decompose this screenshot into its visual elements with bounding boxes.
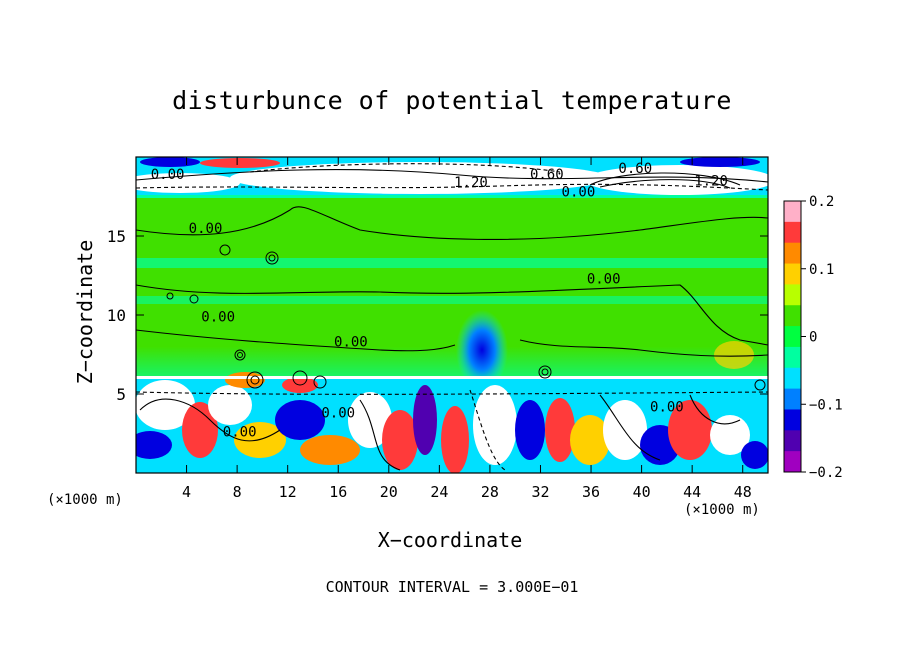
colorbar-swatch bbox=[784, 326, 801, 348]
y-axis-label: Z−coordinate bbox=[73, 239, 97, 385]
heatmap-field bbox=[136, 157, 768, 473]
contour-label: 0.00 bbox=[201, 309, 235, 325]
x-unit-left: (×1000 m) bbox=[47, 492, 123, 508]
contour-label: 0.00 bbox=[650, 399, 684, 415]
colorbar-tick-label: 0 bbox=[809, 330, 817, 346]
colorbar-swatch bbox=[784, 221, 801, 244]
contour-interval-label: CONTOUR INTERVAL = 3.000E−01 bbox=[325, 578, 579, 596]
colorbar-swatch bbox=[784, 201, 801, 223]
colorbar-swatch bbox=[784, 367, 801, 390]
colorbar-swatch bbox=[784, 242, 801, 265]
contour-label: 0.00 bbox=[562, 185, 596, 201]
field-band-14 bbox=[136, 258, 768, 268]
field-top-red-left bbox=[200, 158, 280, 168]
colorbar-swatch bbox=[784, 430, 801, 452]
contour-knots bbox=[166, 244, 766, 391]
colorbar-swatch bbox=[784, 409, 801, 431]
y-tick-label: 5 bbox=[116, 385, 126, 404]
x-tick-label: 40 bbox=[633, 483, 651, 501]
contour-label: 0.60 bbox=[618, 161, 652, 177]
colorbar-swatch bbox=[784, 305, 801, 327]
x-axis-label: X−coordinate bbox=[377, 528, 523, 552]
page-title: disturbunce of potential temperature bbox=[172, 86, 732, 115]
field-inversion-line bbox=[136, 376, 768, 379]
field-yellow-patch bbox=[714, 341, 754, 369]
colorbar-swatch bbox=[784, 284, 801, 306]
colorbar-tick-label: −0.1 bbox=[809, 397, 843, 413]
colorbar: 0.2 0.1 0 −0.1 −0.2 bbox=[783, 194, 843, 481]
contour-label: 1.20 bbox=[694, 173, 728, 189]
x-tick-label: 32 bbox=[531, 483, 549, 501]
contour-label: 0.00 bbox=[223, 425, 257, 441]
y-tick-label: 10 bbox=[107, 306, 126, 325]
x-axis-ticks: 4 8 12 16 20 24 28 32 36 40 44 48 bbox=[182, 157, 752, 501]
x-tick-label: 20 bbox=[380, 483, 398, 501]
field-top-blue-left bbox=[140, 157, 200, 167]
field-lower-blobs bbox=[136, 372, 768, 473]
contour-label: 0.00 bbox=[334, 335, 368, 351]
contour-label-layer: 0.00 1.20 0.60 0.60 1.20 0.00 0.00 0.00 0.00 0.00… bbox=[151, 161, 728, 441]
colorbar-tick-label: 0.2 bbox=[809, 194, 834, 210]
contour-lines bbox=[136, 163, 768, 471]
x-tick-label: 44 bbox=[683, 483, 701, 501]
x-tick-label: 48 bbox=[734, 483, 752, 501]
field-blue-plume bbox=[456, 310, 508, 390]
x-tick-label: 16 bbox=[329, 483, 347, 501]
colorbar-swatch bbox=[784, 346, 801, 369]
field-top-blue-right bbox=[680, 157, 760, 167]
x-tick-label: 24 bbox=[430, 483, 448, 501]
colorbar-swatch bbox=[784, 388, 801, 410]
contour-label: 0.00 bbox=[321, 406, 355, 422]
colorbar-swatch bbox=[784, 263, 801, 285]
x-tick-label: 36 bbox=[582, 483, 600, 501]
x-tick-label: 28 bbox=[481, 483, 499, 501]
colorbar-tick-label: −0.2 bbox=[809, 465, 843, 481]
x-tick-label: 8 bbox=[233, 483, 242, 501]
contour-label: 0.00 bbox=[587, 271, 621, 287]
x-unit-right: (×1000 m) bbox=[684, 502, 760, 518]
field-tropopause-line bbox=[136, 195, 768, 198]
y-tick-label: 15 bbox=[107, 227, 126, 246]
x-tick-label: 12 bbox=[279, 483, 297, 501]
field-band-10 bbox=[136, 296, 768, 304]
contour-label: 0.00 bbox=[189, 221, 223, 237]
x-tick-label: 4 bbox=[182, 483, 191, 501]
contour-label: 1.20 bbox=[454, 175, 488, 191]
contour-label: 0.60 bbox=[530, 167, 564, 183]
colorbar-tick-label: 0.1 bbox=[809, 262, 834, 278]
contour-label: 0.00 bbox=[151, 167, 185, 183]
colorbar-swatch bbox=[784, 451, 801, 473]
y-axis-ticks: 5 10 15 bbox=[107, 227, 768, 404]
